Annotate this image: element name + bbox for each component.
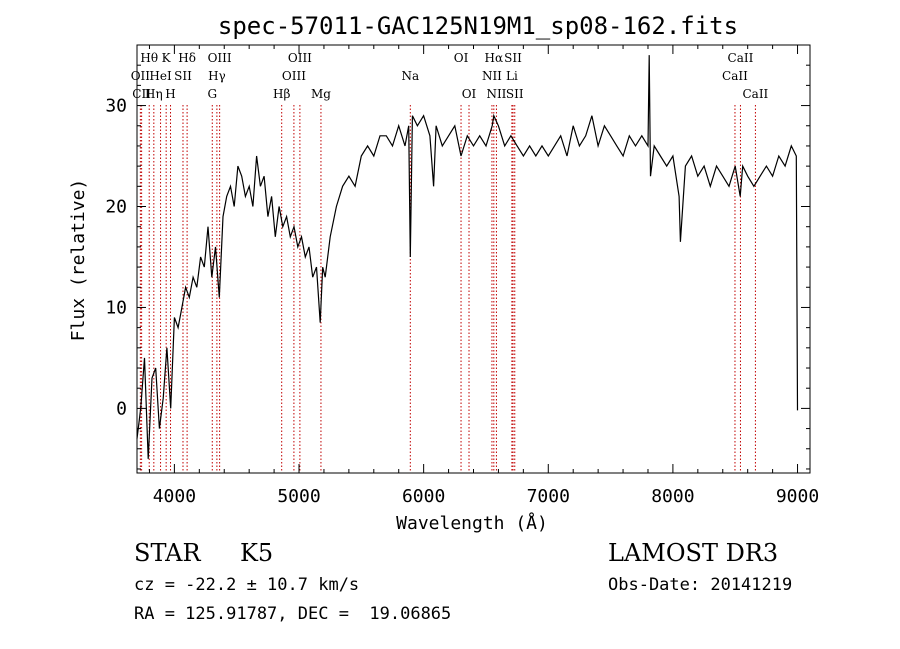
chart-title: spec-57011-GAC125N19M1_sp08-162.fits: [218, 12, 738, 40]
line-marker-label-19: Hα: [485, 51, 504, 65]
y-axis-label: Flux (relative): [68, 179, 89, 342]
line-marker-label-11: G: [207, 87, 217, 101]
x-tick-label-4: 8000: [651, 486, 694, 507]
line-marker-label-10: Hγ: [208, 69, 226, 83]
line-marker-label-27: CaII: [742, 87, 768, 101]
line-marker-label-15: Mg: [311, 87, 331, 101]
line-marker-label-13: OIII: [282, 69, 306, 83]
line-marker-label-12: Hβ: [273, 87, 290, 101]
survey-name: LAMOST DR3: [608, 539, 779, 567]
line-marker-label-16: Na: [401, 69, 419, 83]
y-tick-label-0: 0: [116, 398, 127, 419]
line-marker-label-1: OII: [131, 69, 151, 83]
x-tick-label-2: 6000: [402, 486, 445, 507]
x-tick-label-0: 4000: [153, 486, 196, 507]
line-marker-label-22: SII: [504, 51, 522, 65]
line-marker-label-0: Hθ: [140, 51, 158, 65]
y-tick-label-1: 10: [105, 297, 127, 318]
line-marker-label-7: SII: [174, 69, 192, 83]
line-marker-label-25: CaII: [722, 69, 748, 83]
y-axis-ticks: 0 10 20 30: [105, 64, 810, 470]
line-marker-label-26: CaII: [728, 51, 754, 65]
object-class: STAR: [134, 539, 201, 567]
y-tick-label-3: 30: [105, 96, 127, 117]
plot-frame: [136, 44, 811, 474]
line-marker-label-21: NII: [486, 87, 506, 101]
x-axis-ticks: 4000 5000 6000 7000 8000 9000: [148, 45, 819, 507]
subclass: K5: [240, 539, 274, 567]
observation-date: Obs-Date: 20141219: [608, 575, 793, 595]
line-marker-label-17: OI: [454, 51, 469, 65]
line-marker-label-20: NII: [482, 69, 502, 83]
line-marker-label-5: K: [162, 51, 172, 65]
y-tick-label-2: 20: [105, 197, 127, 218]
x-axis-label: Wavelength (Å): [396, 512, 548, 534]
x-tick-label-3: 7000: [527, 486, 570, 507]
x-tick-label-1: 5000: [277, 486, 320, 507]
redshift-readout: cz = -22.2 ± 10.7 km/s: [134, 575, 360, 595]
line-marker-label-3: CII: [132, 87, 151, 101]
line-marker-label-24: SII: [506, 87, 524, 101]
line-marker-label-9: OIII: [208, 51, 232, 65]
flux-series-line: [136, 55, 799, 459]
coordinates: RA = 125.91787, DEC = 19.06865: [134, 604, 452, 624]
line-marker-label-14: OIII: [288, 51, 312, 65]
line-marker-label-18: OI: [462, 87, 477, 101]
line-marker-label-6: H: [165, 87, 175, 101]
line-marker-label-4: HeI: [149, 69, 172, 83]
line-marker-label-8: Hδ: [178, 51, 196, 65]
line-marker-label-23: Li: [506, 69, 518, 83]
line-marker-label-2: Hη: [145, 87, 163, 101]
x-tick-label-5: 9000: [776, 486, 819, 507]
